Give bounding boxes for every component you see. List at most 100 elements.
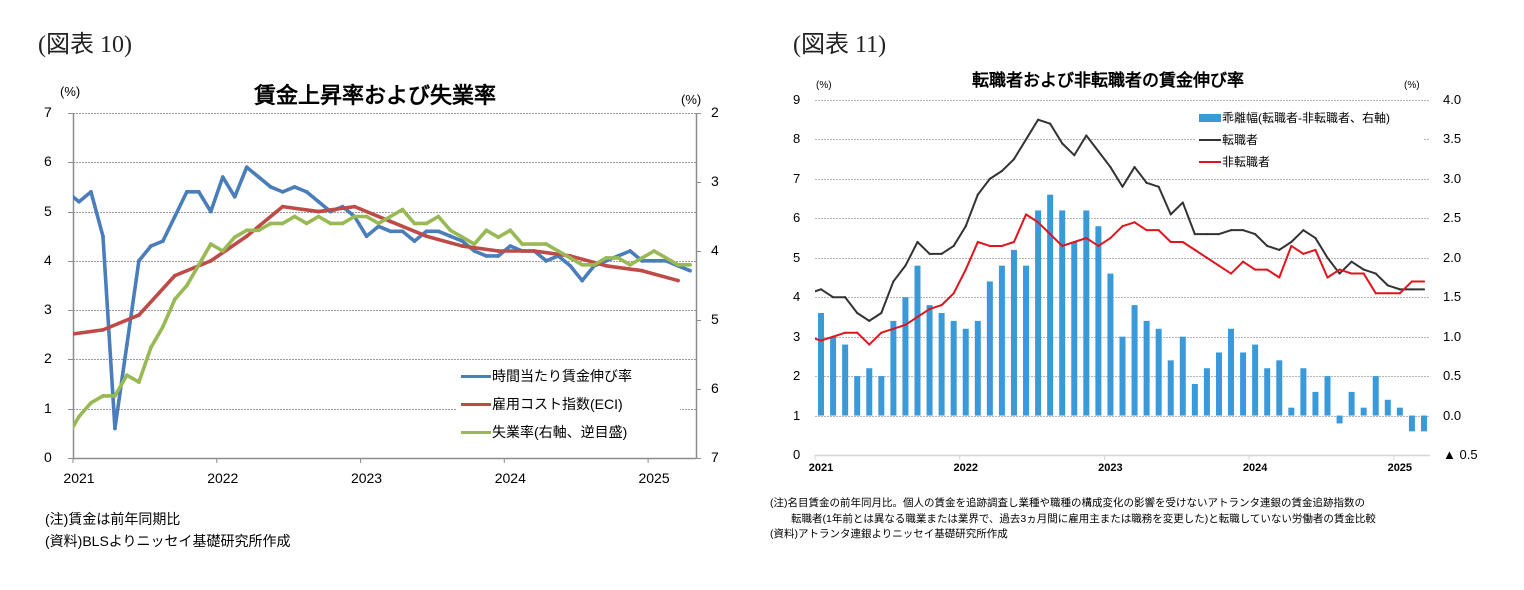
right-axis-label: 2.5 — [1443, 210, 1462, 226]
point-2024-08 — [1338, 272, 1341, 275]
right-axis-label: 1.0 — [1443, 328, 1462, 344]
point-2022-03 — [244, 228, 249, 233]
line-segment-2024-09 — [1338, 268, 1353, 275]
point-2025-03 — [1422, 288, 1425, 291]
point-2023-03 — [388, 229, 393, 234]
point-2024-01 — [1254, 268, 1257, 271]
point-2021-09 — [916, 241, 919, 243]
legend-label: 乖離幅(転職者-非転職者、右軸) — [1222, 111, 1390, 125]
line-segment-2025-02 — [1398, 280, 1413, 295]
chart2-left-unit: (%) — [816, 80, 832, 91]
line-segment-2024-07 — [1314, 237, 1329, 259]
line-segment-2021-06 — [125, 373, 141, 384]
line-segment-2023-12 — [460, 244, 501, 253]
point-2024-09 — [604, 256, 608, 260]
line-segment-2021-09 — [161, 297, 177, 329]
line-segment-2022-07 — [280, 214, 297, 226]
line-segment-2023-10 — [1205, 256, 1220, 267]
bar-2024-09 — [1348, 391, 1355, 416]
point-2023-08 — [1193, 248, 1196, 251]
line-segment-2022-09 — [304, 190, 321, 204]
bar-2022-03 — [986, 281, 993, 416]
point-2022-08 — [1049, 233, 1052, 236]
point-2021-10 — [185, 283, 189, 288]
bar-2022-07 — [1035, 210, 1042, 416]
line-segment-2021-01 — [815, 288, 823, 293]
point-2021-12 — [208, 209, 213, 214]
line-segment-2022-12 — [316, 204, 357, 214]
bar-2024-12 — [1384, 399, 1391, 416]
line-segment-2023-01 — [352, 214, 369, 239]
legend-label: 時間当たり賃金伸び率 — [492, 368, 632, 384]
point-2025-04 — [688, 263, 692, 267]
line-segment-2022-05 — [1000, 241, 1015, 247]
point-2024-11 — [1374, 272, 1377, 275]
point-2022-08 — [304, 190, 309, 194]
line-segment-2022-03 — [208, 234, 249, 263]
point-2022-03 — [244, 165, 249, 170]
legend-swatch — [1199, 138, 1221, 141]
bar-2024-10 — [1360, 407, 1367, 416]
line-segment-2022-03 — [232, 165, 249, 199]
line-segment-2021-08 — [149, 325, 165, 350]
series-layer — [73, 165, 692, 431]
point-2022-07 — [1037, 221, 1040, 224]
point-2025-04 — [688, 268, 692, 273]
point-2024-12 — [1386, 284, 1389, 287]
right-axis-label: 0.0 — [1443, 407, 1462, 423]
line-segment-2022-04 — [988, 170, 1003, 180]
line-segment-2025-01 — [640, 249, 656, 260]
line-segment-2021-07 — [137, 345, 153, 384]
point-2024-02 — [1266, 268, 1269, 271]
right-axis-label: 1.5 — [1443, 289, 1462, 305]
x-axis-label: 2023 — [350, 470, 383, 486]
bar-2022-05 — [1010, 249, 1017, 416]
point-2024-03 — [1278, 276, 1281, 279]
point-2022-06 — [280, 190, 285, 194]
line-segment-2023-12 — [484, 228, 501, 239]
point-2024-04 — [544, 242, 549, 246]
line-segment-2022-08 — [292, 185, 309, 194]
bar-2025-03 — [1420, 415, 1427, 432]
point-2022-09 — [316, 199, 321, 204]
x-axis-label: 2021 — [808, 462, 834, 474]
line-segment-2024-11 — [1362, 268, 1377, 275]
point-2021-07 — [149, 345, 153, 350]
point-2022-09 — [1061, 142, 1064, 145]
point-2024-11 — [1374, 292, 1377, 295]
point-2021-08 — [904, 323, 907, 326]
bar-2025-02 — [1408, 415, 1415, 432]
line-segment-2024-07 — [1314, 248, 1329, 279]
right-axis-label: 0.5 — [1443, 368, 1462, 384]
point-2024-11 — [628, 249, 632, 253]
line-segment-2023-02 — [364, 224, 381, 239]
line-segment-2023-06 — [388, 219, 429, 239]
x-axis-label: 2022 — [953, 462, 978, 474]
line-segment-2023-01 — [1097, 150, 1112, 169]
line-segment-2022-02 — [220, 175, 237, 199]
line-segment-2024-11 — [616, 249, 632, 258]
line-segment-2023-03 — [376, 214, 393, 226]
line-segment-2021-12 — [940, 244, 955, 255]
line-segment-2022-02 — [220, 235, 237, 253]
point-2023-07 — [1181, 201, 1184, 204]
bar-2021-12 — [950, 320, 957, 416]
point-2024-12 — [1386, 292, 1389, 295]
chart1-legend: 時間当たり賃金伸び率 雇用コスト指数(ECI) 失業率(右軸、逆目盛) — [456, 362, 680, 450]
line-segment-2022-07 — [280, 185, 297, 194]
point-2021-10 — [185, 190, 189, 194]
x-axis-label: 2021 — [63, 470, 95, 486]
right-axis-label: 7 — [711, 449, 719, 465]
line-segment-2022-06 — [1012, 138, 1028, 161]
point-2021-01 — [77, 199, 81, 204]
point-2024-05 — [556, 249, 561, 253]
line-segment-2021-09 — [137, 273, 177, 317]
point-2021-02 — [832, 296, 835, 299]
point-2023-05 — [412, 221, 417, 226]
line-segment-2022-03 — [976, 177, 991, 196]
left-axis-label: 3 — [793, 328, 801, 344]
bar-2021-05 — [866, 368, 873, 416]
left-axis-label: 3 — [44, 301, 52, 318]
line-segment-2022-01 — [952, 268, 967, 295]
point-2022-06 — [1025, 138, 1028, 141]
